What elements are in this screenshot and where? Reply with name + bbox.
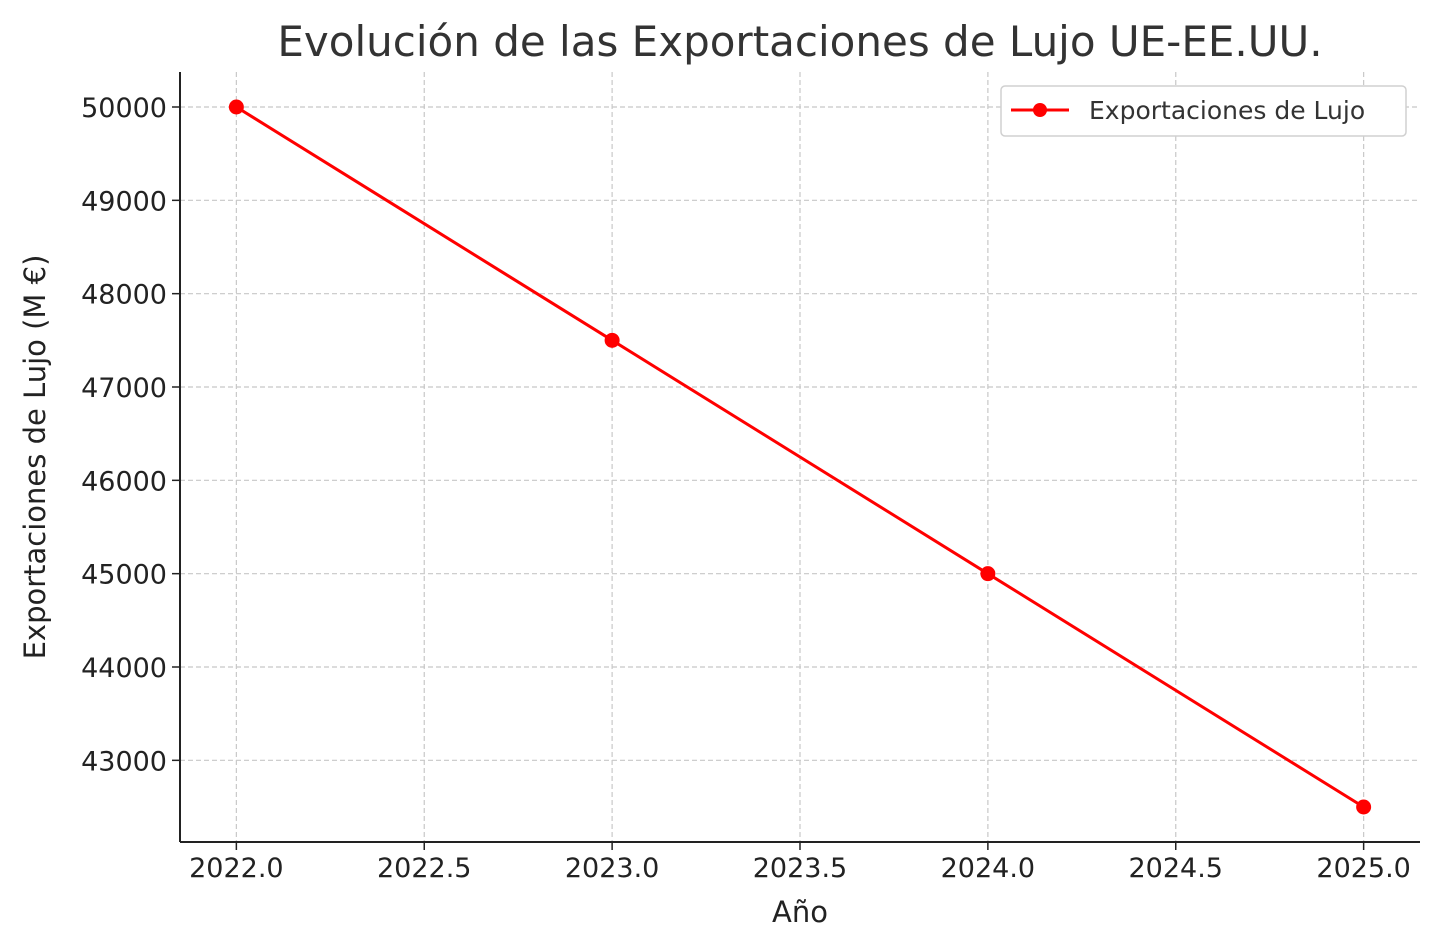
- legend: Exportaciones de Lujo: [1000, 85, 1407, 137]
- x-tick-label: 2025.0: [1316, 853, 1410, 884]
- legend-box: [1000, 85, 1407, 137]
- x-axis-label: Año: [772, 895, 828, 929]
- data-point: [604, 332, 620, 348]
- y-tick-label: 50000: [81, 93, 167, 124]
- grid: [180, 72, 1420, 842]
- x-tick-label: 2023.5: [753, 853, 847, 884]
- x-tick-label: 2022.5: [377, 853, 471, 884]
- series-line: [235, 105, 1365, 809]
- y-axis-label: Exportaciones de Lujo (M €): [18, 255, 52, 660]
- y-tick-label: 44000: [81, 653, 167, 684]
- y-tick-label: 48000: [81, 280, 167, 311]
- legend-label: Exportaciones de Lujo: [1089, 96, 1365, 125]
- legend-marker: [1033, 103, 1047, 117]
- series-group: [228, 99, 1372, 815]
- y-tick-label: 47000: [81, 373, 167, 404]
- data-point: [980, 566, 996, 582]
- x-axis-ticks: 2022.0 2022.5 2023.0 2023.5 2024.0 2024.5 2025…: [189, 842, 1411, 884]
- y-tick-label: 46000: [81, 466, 167, 497]
- data-point: [1356, 799, 1372, 815]
- x-tick-label: 2024.5: [1129, 853, 1223, 884]
- x-tick-label: 2022.0: [189, 853, 283, 884]
- x-tick-label: 2024.0: [941, 853, 1035, 884]
- y-tick-label: 45000: [81, 560, 167, 591]
- y-tick-label: 43000: [81, 746, 167, 777]
- data-point: [228, 99, 244, 115]
- x-tick-label: 2023.0: [565, 853, 659, 884]
- y-axis-ticks: 43000 44000 45000 46000 47000 48000 49000 50000: [81, 93, 180, 777]
- chart-title: Evolución de las Exportaciones de Lujo U…: [277, 17, 1322, 66]
- y-tick-label: 49000: [81, 186, 167, 217]
